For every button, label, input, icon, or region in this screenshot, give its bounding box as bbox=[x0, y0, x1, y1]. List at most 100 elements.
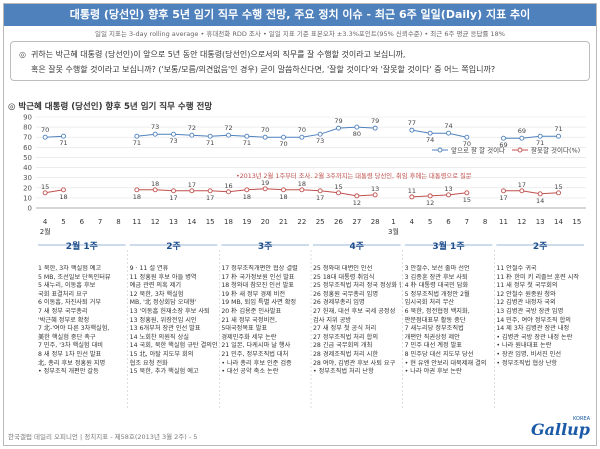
data-label: 70 bbox=[298, 126, 306, 134]
data-point bbox=[464, 134, 470, 140]
data-label: 71 bbox=[59, 139, 67, 147]
data-label: 18 bbox=[151, 180, 159, 188]
data-label: 72 bbox=[188, 124, 196, 132]
data-label: 13 bbox=[444, 185, 452, 193]
y-tick-label: 70 bbox=[23, 134, 32, 142]
data-label: 70 bbox=[261, 126, 269, 134]
data-point bbox=[61, 187, 66, 193]
data-label: 18 bbox=[279, 193, 287, 201]
data-point bbox=[207, 133, 213, 139]
data-label: 71 bbox=[133, 139, 141, 147]
data-label: 12 bbox=[353, 199, 361, 207]
y-tick-label: 20 bbox=[23, 184, 32, 192]
issue-note: • 김병관 국방 장관 내정 논란 bbox=[496, 333, 573, 341]
issue-note: 7 민주, '3차 핵실험 대비 bbox=[38, 342, 103, 350]
data-point bbox=[299, 187, 305, 193]
data-label: 11 bbox=[408, 187, 416, 195]
issue-note: 판문점대표부 활동 중단 bbox=[404, 316, 466, 324]
issue-note: 26 정홍원 국무총리 임명 bbox=[313, 290, 379, 298]
report-subtitle: 일일 지표는 3-day rolling average • 휴대전화 RDD … bbox=[95, 30, 505, 38]
data-label: 17 bbox=[518, 181, 526, 189]
x-tick-label: 4 bbox=[410, 218, 415, 226]
data-point bbox=[317, 188, 323, 194]
data-point bbox=[226, 189, 231, 195]
y-tick-label: 40 bbox=[23, 164, 32, 172]
issue-note: 17 朴 국가정보원 인선 발표 bbox=[221, 273, 295, 281]
issue-note: 17 정부조직개편안 협상 결렬 bbox=[221, 265, 298, 272]
data-point bbox=[427, 130, 433, 136]
issue-note: 14 민주, 여야 정부조직 합의 bbox=[496, 316, 571, 324]
question-bullet-icon: ◎ bbox=[19, 50, 26, 59]
data-point bbox=[262, 186, 268, 192]
data-point bbox=[299, 134, 305, 140]
series-line-1 bbox=[45, 126, 559, 139]
week-notes: 17 정부조직개편안 협상 결렬 17 朴 국가정보원 인선 발표 18 청와대 참… bbox=[221, 265, 309, 377]
data-label: 69 bbox=[499, 141, 507, 149]
issue-note: '박근혜 정부로 확정 bbox=[38, 316, 90, 324]
x-tick-label: 1 bbox=[391, 218, 395, 226]
x-tick-label: 13 bbox=[536, 218, 545, 226]
issue-note: 3 김종훈 장관 후보 사퇴 bbox=[404, 273, 468, 281]
data-point bbox=[226, 132, 231, 138]
data-point bbox=[446, 130, 451, 136]
week-header: 3주 bbox=[257, 242, 273, 252]
issue-note: 14 제 3차 김병관 장관 내정 bbox=[496, 325, 570, 333]
issue-note: 경제민주화 세부 논란 bbox=[221, 333, 277, 341]
issue-note: 검사 지위 공방 bbox=[313, 316, 352, 324]
week-header: 4주 bbox=[349, 242, 365, 252]
x-tick-label: 14 bbox=[187, 218, 196, 226]
issue-note: 13 김병관 국방 장관 임명 bbox=[496, 307, 564, 315]
data-point bbox=[42, 134, 48, 140]
data-label: 18 bbox=[133, 193, 141, 201]
issue-note: 28 여야, 김병관 후보 사퇴 요구 bbox=[313, 359, 396, 367]
data-label: 79 bbox=[334, 117, 342, 125]
issue-note: 13 '이동흡 헌재소장 후보 사퇴 bbox=[129, 307, 210, 315]
issue-note: • 나라 총리 후보 인준 검증 bbox=[221, 359, 292, 367]
issue-note: 1 북한, 3차 핵실험 예고 bbox=[38, 265, 102, 272]
question-line-2: 혹은 잘못 수행할 것이라고 보십니까? ('보통/모름/의견없음'인 경우) … bbox=[31, 65, 496, 74]
data-label: 77 bbox=[408, 119, 416, 127]
issue-note: 7 北-'여야 다른 3차핵실험, bbox=[38, 325, 110, 333]
x-tick-label: 15 bbox=[572, 218, 581, 226]
data-point bbox=[446, 192, 451, 198]
issue-note: 12 김병관 내정자 국외 bbox=[496, 299, 556, 307]
legend-marker bbox=[517, 147, 523, 153]
data-point bbox=[152, 131, 158, 137]
data-label: 14 bbox=[536, 197, 544, 205]
data-label: 71 bbox=[554, 125, 562, 133]
data-point bbox=[519, 135, 525, 141]
data-point bbox=[464, 190, 470, 196]
issue-note: 예금 관련 의혹 제기 bbox=[129, 282, 182, 290]
x-tick-label: 26 bbox=[334, 218, 343, 226]
x-tick-label: 27 bbox=[352, 218, 361, 226]
week-header: 2주 bbox=[532, 242, 548, 252]
issue-note: 7 새누리당 정부조직법 bbox=[404, 325, 464, 333]
week-notes: 9 · 11 설 연휴 11 정홍원 후보 아들 병역 예금 관련 의혹 제기 12… bbox=[130, 265, 218, 377]
issue-note: 11 안철수 귀국 bbox=[496, 265, 537, 272]
issue-note: • 정부조직법 협상 난항 bbox=[496, 359, 558, 367]
x-tick-label: 25 bbox=[316, 218, 325, 226]
issue-note: 15 북한, 추가 핵실험 예고 bbox=[129, 368, 199, 376]
data-point bbox=[556, 190, 561, 196]
x-tick-label: 5 bbox=[428, 218, 432, 226]
x-tick-label: 19 bbox=[242, 218, 251, 226]
data-point bbox=[244, 187, 250, 193]
data-point bbox=[171, 131, 176, 137]
data-point bbox=[281, 187, 286, 193]
issue-note: 11 朴 한미 키 리졸브 훈련 시작 bbox=[496, 273, 580, 281]
issue-note: 7 민주 대선 계정 발표 bbox=[404, 342, 462, 350]
issue-note: 11 정홍원 후보 아들 병역 bbox=[129, 273, 197, 281]
x-tick-label: 5 bbox=[61, 218, 65, 226]
x-tick-label: 11 bbox=[132, 218, 141, 226]
data-label: 74 bbox=[426, 136, 434, 144]
data-point bbox=[171, 188, 176, 194]
x-tick-label: 12 bbox=[517, 218, 526, 226]
issue-note: • 장관 임명, 비서진 인선 bbox=[496, 350, 562, 358]
week-header: 3월 1주 bbox=[432, 242, 465, 252]
issue-note: 9 · 11 설 연휴 bbox=[129, 265, 169, 272]
data-label: 71 bbox=[536, 139, 544, 147]
legend-label: 앞으로 잘 할 것이다 bbox=[451, 146, 505, 155]
issue-note: 12 안철수 원종원 청와 bbox=[496, 290, 556, 298]
y-tick-label: 80 bbox=[23, 124, 32, 132]
